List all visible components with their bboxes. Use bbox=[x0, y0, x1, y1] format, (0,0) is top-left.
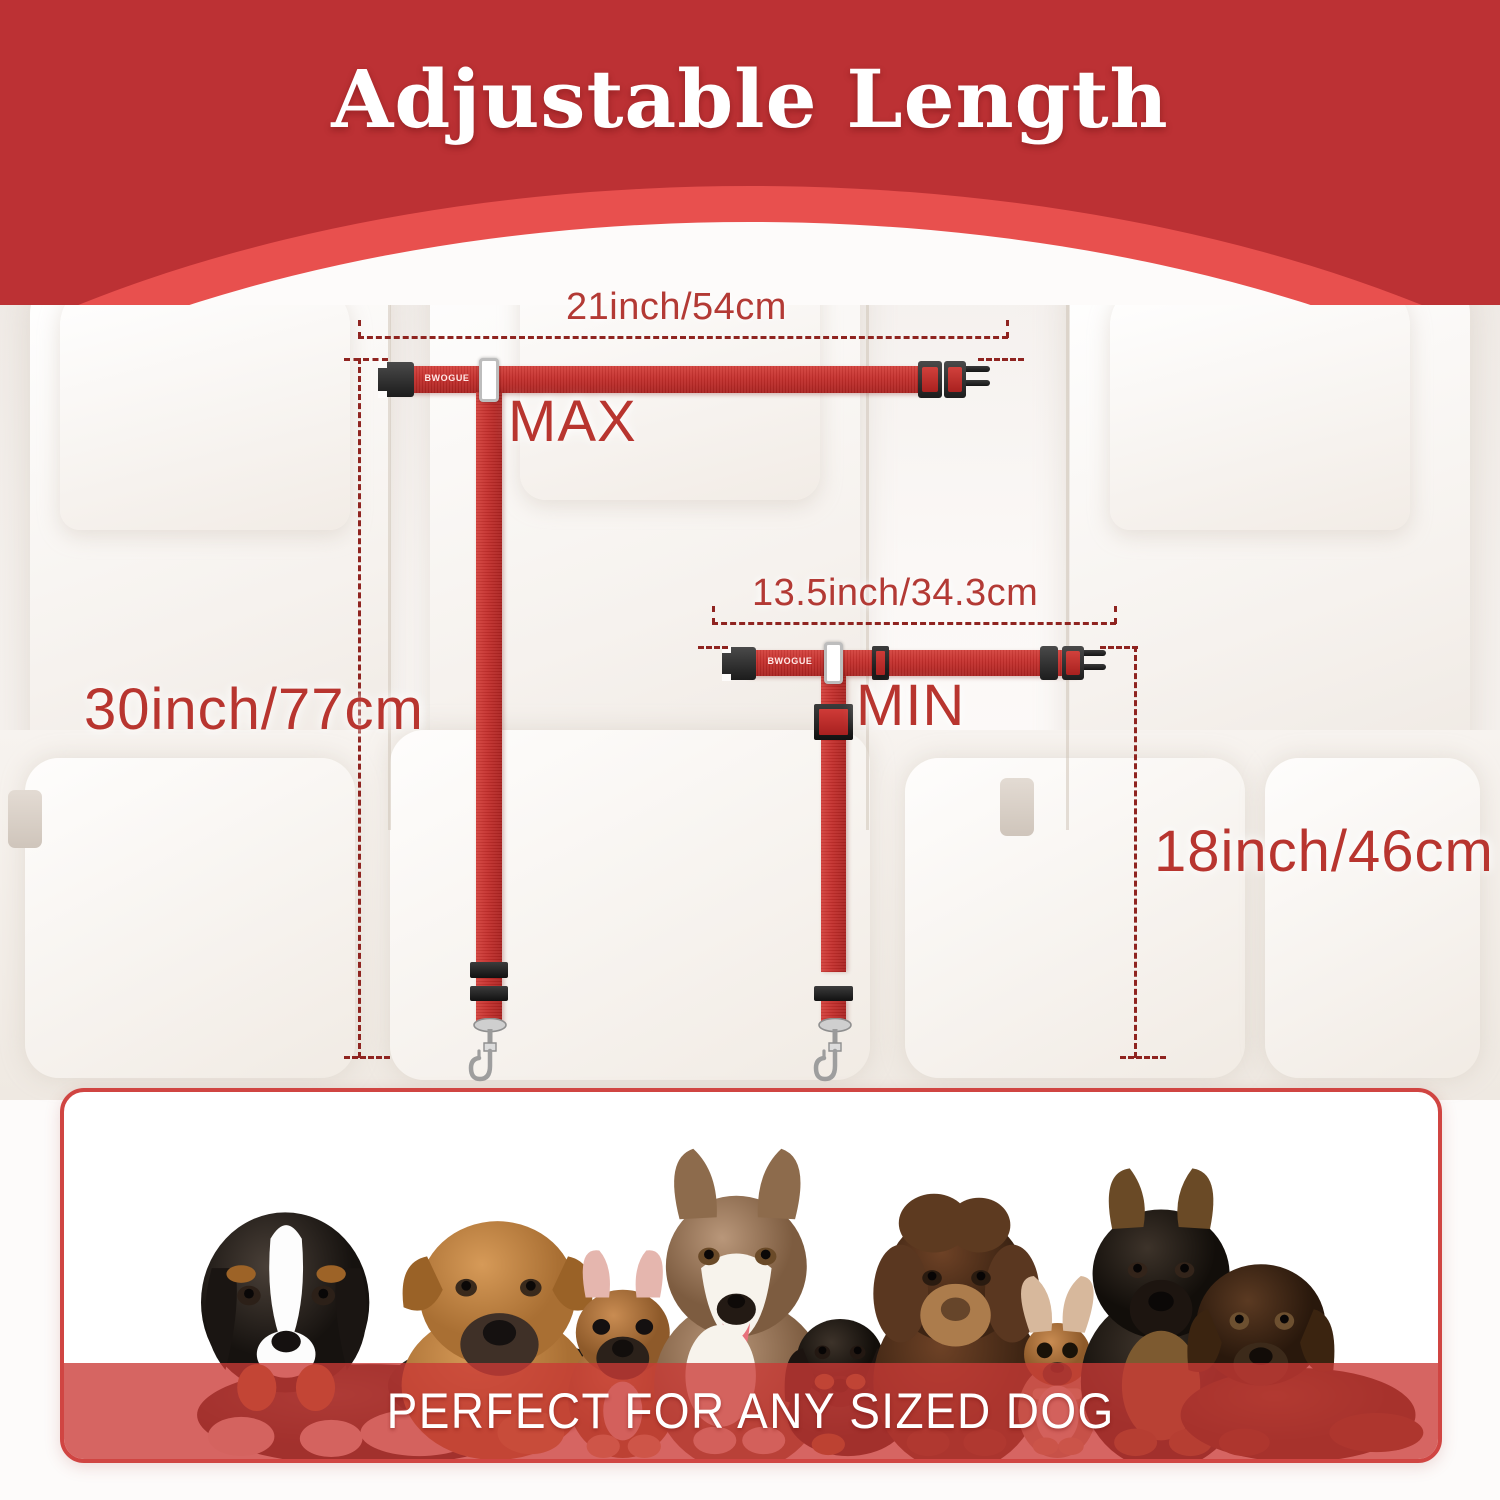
brand-label: BWOGUE bbox=[424, 373, 470, 383]
min-vertical-slider-window bbox=[819, 709, 848, 735]
seat-cushion bbox=[1265, 758, 1480, 1078]
seatbelt-buckle-background bbox=[8, 790, 42, 848]
max-d-ring-icon bbox=[479, 358, 499, 402]
seat-cushion bbox=[25, 758, 355, 1078]
max-snap-hook-icon bbox=[468, 1018, 507, 1082]
min-h-offset-left bbox=[698, 646, 728, 649]
seat-seam bbox=[866, 230, 869, 830]
min-h-tick-left bbox=[712, 606, 715, 624]
min-h-offset-right bbox=[1100, 646, 1138, 649]
max-h-tick-right bbox=[1006, 320, 1009, 338]
max-right-buckle-window bbox=[922, 367, 938, 392]
min-horizontal-dimension-label: 13.5inch/34.3cm bbox=[752, 572, 1039, 614]
min-vertical-dimension-label: 18inch/46cm bbox=[1154, 819, 1494, 884]
dog-showcase-panel: PERFECT FOR ANY SIZED DOG bbox=[60, 1088, 1442, 1463]
dog-caption-text: PERFECT FOR ANY SIZED DOG bbox=[386, 1383, 1116, 1439]
brand-label: BWOGUE bbox=[767, 656, 813, 666]
min-buckle-prong-icon bbox=[1084, 664, 1106, 670]
max-vertical-dimension-label: 30inch/77cm bbox=[84, 677, 424, 742]
max-h-offset-right bbox=[978, 358, 1024, 361]
max-vertical-dimension-line bbox=[358, 358, 361, 1058]
min-horizontal-webbing bbox=[748, 650, 1078, 676]
max-buckle-prong-icon bbox=[966, 380, 990, 386]
dog-caption-band: PERFECT FOR ANY SIZED DOG bbox=[64, 1363, 1438, 1459]
max-buckle-prong-icon bbox=[966, 366, 990, 372]
max-slider-adjuster-icon bbox=[470, 962, 508, 978]
header-banner bbox=[0, 0, 1500, 305]
max-vertical-webbing bbox=[476, 392, 502, 972]
min-d-ring-icon bbox=[824, 642, 843, 684]
min-left-buckle-icon bbox=[722, 646, 756, 681]
max-horizontal-dimension-label: 21inch/54cm bbox=[566, 286, 787, 328]
max-left-buckle-icon bbox=[378, 361, 414, 398]
min-vertical-dimension-line bbox=[1134, 646, 1137, 1058]
max-v-tick-bottom bbox=[344, 1056, 390, 1059]
min-state-label: MIN bbox=[856, 673, 966, 738]
min-horizontal-slider-window bbox=[876, 651, 885, 675]
min-h-tick-right bbox=[1114, 606, 1117, 624]
max-state-label: MAX bbox=[508, 389, 637, 454]
min-v-tick-bottom bbox=[1120, 1056, 1166, 1059]
max-horizontal-dimension-line bbox=[358, 336, 1008, 339]
seatbelt-buckle-background bbox=[1000, 778, 1034, 836]
max-h-tick-left bbox=[358, 320, 361, 338]
min-snap-hook-icon bbox=[813, 1018, 852, 1082]
seat-cushion bbox=[390, 730, 870, 1080]
seat-seam bbox=[388, 270, 391, 830]
seat-cushion bbox=[905, 758, 1245, 1078]
min-buckle-prong-icon bbox=[1084, 650, 1106, 656]
max-slider-adjuster-icon bbox=[470, 986, 508, 1001]
max-right-buckle-window bbox=[948, 367, 962, 392]
headrest-right bbox=[1110, 280, 1410, 530]
min-right-buckle-body-icon bbox=[1040, 646, 1058, 680]
seat-seam bbox=[1066, 270, 1069, 830]
min-horizontal-dimension-line bbox=[712, 622, 1116, 625]
min-right-buckle-window bbox=[1066, 651, 1080, 675]
min-slider-adjuster-icon bbox=[814, 986, 853, 1001]
car-interior-background bbox=[0, 210, 1500, 1100]
max-horizontal-webbing bbox=[398, 366, 928, 393]
headrest-left bbox=[60, 280, 350, 530]
max-h-offset-left bbox=[344, 358, 388, 361]
page-title: Adjustable Length bbox=[331, 52, 1169, 146]
